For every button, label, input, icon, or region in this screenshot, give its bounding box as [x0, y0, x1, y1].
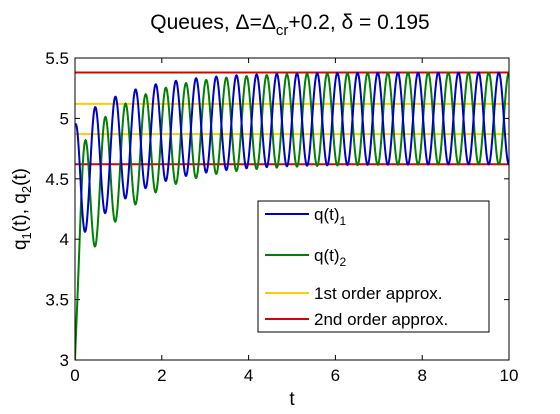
- x-axis-label: t: [289, 389, 295, 410]
- y-tick-label: 3: [60, 351, 69, 370]
- legend-label-1st-order: 1st order approx.: [314, 284, 443, 303]
- y-tick-label: 3.5: [45, 291, 69, 310]
- series-lines: [75, 71, 509, 360]
- x-tick-label: 6: [331, 366, 340, 385]
- x-tick-label: 4: [244, 366, 253, 385]
- x-tick-label: 10: [500, 366, 519, 385]
- y-tick-label: 5.5: [45, 49, 69, 68]
- x-tick-label: 2: [157, 366, 166, 385]
- x-tick-label: 8: [417, 366, 426, 385]
- y-axis-label: q1(t), q2(t): [10, 168, 34, 250]
- series-q1-line: [75, 71, 509, 233]
- chart-title: Queues, Δ=Δcr+0.2, δ = 0.195: [150, 11, 429, 39]
- legend-label-2nd-order: 2nd order approx.: [314, 310, 448, 329]
- y-tick-label: 4.5: [45, 170, 69, 189]
- axis-ticks: 0 2 4 6 8 10 3 3.5 4 4.5 5 5.5: [45, 49, 518, 385]
- y-tick-label: 5: [60, 109, 69, 128]
- y-tick-label: 4: [60, 230, 69, 249]
- x-tick-label: 0: [70, 366, 79, 385]
- legend: q(t)1 q(t)2 1st order approx. 2nd order …: [257, 200, 490, 333]
- legend-label-q1: q(t)1: [314, 205, 347, 228]
- legend-label-q2: q(t)2: [314, 246, 347, 269]
- legend-box: [257, 200, 490, 333]
- axes-box: [74, 57, 510, 361]
